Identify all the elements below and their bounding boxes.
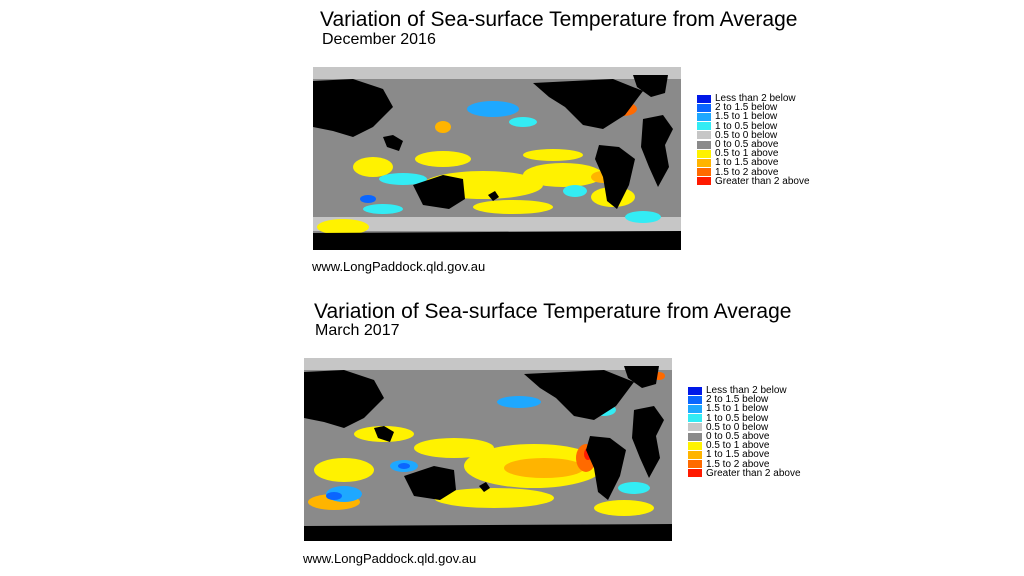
- legend-swatch: [688, 469, 702, 478]
- legend-label: 0.5 to 0 below: [715, 129, 778, 141]
- legend-swatch: [697, 94, 711, 103]
- panel-title: Variation of Sea-surface Temperature fro…: [320, 8, 798, 31]
- legend-swatch: [697, 112, 711, 121]
- legend-swatch: [688, 386, 702, 395]
- legend-item: 1.5 to 1 below: [697, 111, 810, 123]
- legend-label: 1.5 to 1 below: [706, 403, 769, 415]
- legend-swatch: [697, 149, 711, 158]
- legend-swatch: [688, 460, 702, 469]
- legend-label: 0.5 to 0 below: [706, 421, 769, 433]
- legend-item: Less than 2 below: [688, 385, 801, 397]
- legend-swatch: [697, 177, 711, 186]
- sst-anomaly-map: [313, 67, 681, 250]
- legend-label: 1.5 to 2 above: [706, 458, 770, 470]
- legend-item: 1 to 1.5 above: [697, 157, 810, 169]
- legend-swatch: [688, 441, 702, 450]
- legend-label: 2 to 1.5 below: [715, 102, 778, 114]
- legend-label: 1 to 0.5 below: [715, 120, 778, 132]
- legend-swatch: [697, 103, 711, 112]
- legend-label: 0 to 0.5 above: [715, 139, 779, 151]
- sst-anomaly-map: [304, 358, 672, 541]
- legend-item: 0 to 0.5 above: [697, 139, 810, 151]
- legend-label: Less than 2 below: [706, 385, 787, 397]
- legend-swatch: [688, 423, 702, 432]
- legend-item: 1.5 to 1 below: [688, 403, 801, 415]
- color-legend: Less than 2 below 2 to 1.5 below 1.5 to …: [688, 386, 801, 478]
- legend-label: 2 to 1.5 below: [706, 394, 769, 406]
- source-url: www.LongPaddock.qld.gov.au: [303, 551, 477, 566]
- legend-item: 0.5 to 1 above: [688, 440, 801, 452]
- legend-swatch: [688, 432, 702, 441]
- legend-item: 1 to 0.5 below: [697, 120, 810, 132]
- legend-label: 0.5 to 1 above: [715, 148, 779, 160]
- legend-item: Greater than 2 above: [688, 467, 801, 479]
- legend-label: 0.5 to 1 above: [706, 440, 770, 452]
- legend-label: Greater than 2 above: [715, 175, 810, 187]
- panel-title: Variation of Sea-surface Temperature fro…: [314, 300, 792, 323]
- legend-label: Greater than 2 above: [706, 467, 801, 479]
- legend-item: 0.5 to 0 below: [697, 129, 810, 141]
- legend-item: Greater than 2 above: [697, 175, 810, 187]
- legend-item: 2 to 1.5 below: [697, 102, 810, 114]
- legend-label: Less than 2 below: [715, 93, 796, 105]
- legend-label: 1.5 to 2 above: [715, 166, 779, 178]
- legend-item: 1.5 to 2 above: [688, 458, 801, 470]
- legend-item: Less than 2 below: [697, 93, 810, 105]
- legend-swatch: [697, 122, 711, 131]
- legend-item: 1 to 0.5 below: [688, 412, 801, 424]
- legend-item: 1 to 1.5 above: [688, 449, 801, 461]
- panel-subtitle: December 2016: [322, 31, 436, 48]
- legend-swatch: [688, 395, 702, 404]
- panel-subtitle: March 2017: [315, 322, 400, 339]
- legend-item: 1.5 to 2 above: [697, 166, 810, 178]
- legend-label: 1 to 1.5 above: [706, 449, 770, 461]
- legend-item: 2 to 1.5 below: [688, 394, 801, 406]
- legend-swatch: [688, 404, 702, 413]
- legend-swatch: [697, 158, 711, 167]
- legend-item: 0.5 to 1 above: [697, 148, 810, 160]
- legend-label: 1.5 to 1 below: [715, 111, 778, 123]
- legend-swatch: [697, 168, 711, 177]
- legend-swatch: [688, 414, 702, 423]
- legend-swatch: [688, 450, 702, 459]
- legend-swatch: [697, 131, 711, 140]
- color-legend: Less than 2 below 2 to 1.5 below 1.5 to …: [697, 94, 810, 186]
- legend-label: 1 to 1.5 above: [715, 157, 779, 169]
- legend-label: 0 to 0.5 above: [706, 431, 770, 443]
- legend-swatch: [697, 140, 711, 149]
- legend-item: 0 to 0.5 above: [688, 431, 801, 443]
- legend-label: 1 to 0.5 below: [706, 412, 769, 424]
- source-url: www.LongPaddock.qld.gov.au: [312, 259, 486, 274]
- legend-item: 0.5 to 0 below: [688, 421, 801, 433]
